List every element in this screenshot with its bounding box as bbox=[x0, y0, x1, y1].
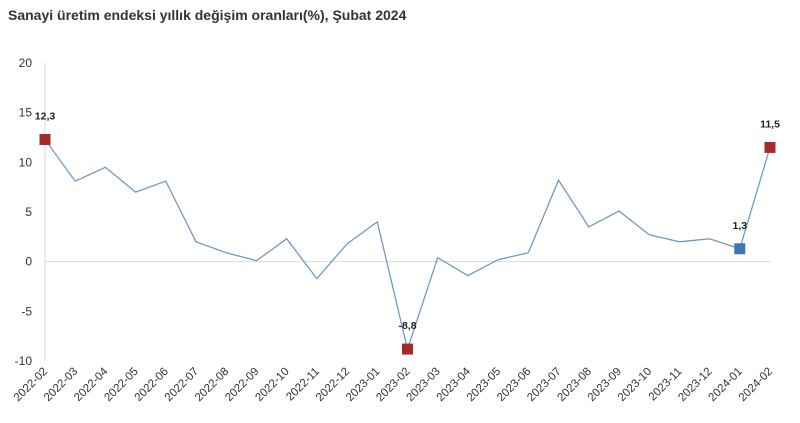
y-tick-label: 15 bbox=[19, 106, 33, 120]
highlight-marker bbox=[764, 141, 776, 153]
x-tick-label: 2024-02 bbox=[737, 366, 775, 404]
highlight-marker bbox=[39, 133, 51, 145]
highlight-marker bbox=[402, 343, 413, 355]
series-line bbox=[44, 139, 771, 352]
data-label: 1,3 bbox=[732, 220, 747, 232]
y-tick-label: -10 bbox=[15, 354, 33, 368]
data-label: 11,5 bbox=[760, 118, 780, 130]
chart-title: Sanayi üretim endeksi yıllık değişim ora… bbox=[8, 7, 407, 23]
highlight-markers bbox=[39, 133, 776, 355]
y-tick-label: 10 bbox=[19, 155, 33, 169]
y-axis: -10 -5 0 5 10 15 20 bbox=[15, 56, 33, 368]
data-labels: 12,3 -8,8 1,3 11,5 bbox=[35, 110, 780, 332]
x-tick-label: 2023-10 bbox=[616, 366, 654, 404]
x-tick-label: 2022-10 bbox=[253, 366, 291, 404]
y-tick-label: -5 bbox=[21, 304, 32, 318]
y-tick-label: 0 bbox=[25, 255, 32, 269]
x-axis: 2022-022022-032022-042022-052022-062022-… bbox=[12, 365, 775, 404]
data-label: -8,8 bbox=[398, 320, 416, 332]
y-tick-label: 5 bbox=[25, 205, 32, 219]
data-label: 12,3 bbox=[35, 110, 56, 122]
y-tick-label: 20 bbox=[19, 56, 33, 70]
highlight-marker bbox=[734, 243, 746, 255]
